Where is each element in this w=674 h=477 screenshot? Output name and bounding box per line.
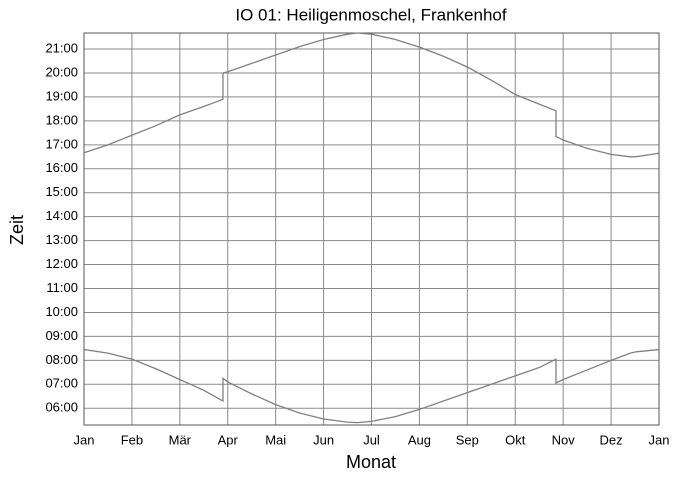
y-tick-label: 19:00: [45, 88, 78, 103]
x-tick-label: Dez: [600, 432, 623, 447]
x-tick-label: Mär: [169, 432, 192, 447]
x-tick-label: Feb: [121, 432, 143, 447]
x-tick-label: Sep: [456, 432, 479, 447]
data-line: [83, 348, 660, 424]
y-tick-label: 09:00: [45, 328, 78, 343]
y-tick-label: 20:00: [45, 64, 78, 79]
x-tick-label: Okt: [505, 432, 526, 447]
y-tick-label: 16:00: [45, 160, 78, 175]
y-tick-label: 11:00: [46, 280, 78, 295]
y-tick-label: 12:00: [45, 256, 78, 271]
y-tick-label: 07:00: [45, 376, 78, 391]
y-tick-label: 06:00: [45, 400, 78, 415]
x-axis-label: Monat: [346, 452, 396, 472]
y-tick-label: 10:00: [45, 304, 78, 319]
y-tick-label: 21:00: [45, 40, 78, 55]
chart-title: IO 01: Heiligenmoschel, Frankenhof: [235, 5, 506, 24]
x-tick-label: Nov: [552, 432, 576, 447]
x-tick-label: Jan: [649, 432, 670, 447]
x-tick-label: Jan: [74, 432, 95, 447]
x-tick-label: Apr: [218, 432, 239, 447]
y-tick-label: 13:00: [45, 232, 78, 247]
y-tick-label: 15:00: [45, 184, 78, 199]
y-tick-label: 18:00: [45, 112, 78, 127]
y-tick-label: 08:00: [45, 352, 78, 367]
plot-frame: [83, 32, 660, 426]
x-tick-label: Mai: [265, 432, 286, 447]
y-axis-label: Zeit: [7, 215, 27, 245]
y-tick-label: 14:00: [45, 208, 78, 223]
x-tick-label: Aug: [408, 432, 431, 447]
data-line: [83, 32, 660, 158]
x-tick-label: Jun: [313, 432, 334, 447]
x-tick-label: Jul: [363, 432, 380, 447]
y-tick-label: 17:00: [45, 136, 78, 151]
